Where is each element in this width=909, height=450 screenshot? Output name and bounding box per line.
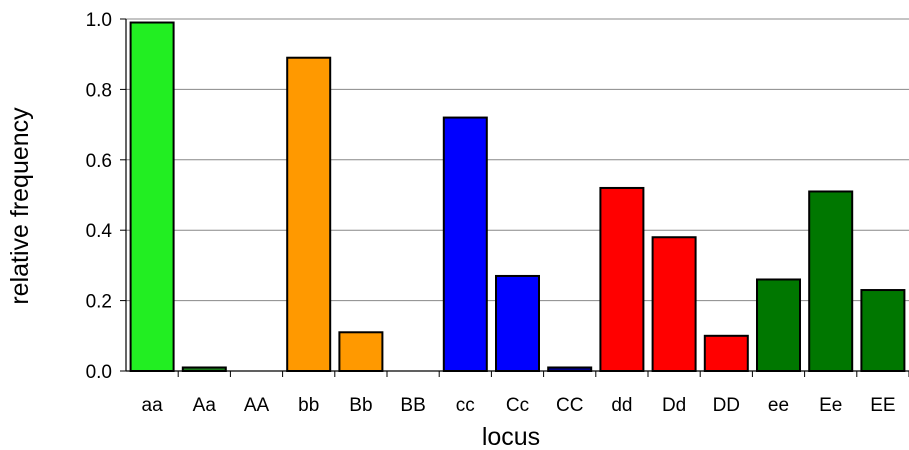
x-tick-label: BB [400,395,425,416]
y-tick-labels: 0.0 0.2 0.4 0.6 0.8 1.0 [86,10,113,383]
gridlines [120,18,909,377]
x-tick-label: dd [611,395,632,416]
bar-Cc [495,274,540,372]
y-tick-label: 1.0 [86,10,112,31]
bar-aa [129,21,175,373]
y-tick-label: 0.4 [86,221,113,242]
x-tick-label: DD [713,395,740,416]
y-axis-title: relative frequency [6,107,34,305]
x-tick-label: Dd [662,395,686,416]
x-tick-label: aa [142,395,164,416]
bar-EE [860,289,906,373]
x-tick-label: Cc [506,395,529,416]
x-tick-label: bb [298,395,319,416]
x-tick-label: EE [870,395,895,416]
y-tick-label: 0.6 [86,151,112,172]
x-axis-title: locus [482,423,540,450]
bar-Bb [338,331,384,372]
y-tick-label: 0.8 [86,80,112,101]
x-tick-labels: aa Aa AA bb Bb BB cc Cc CC dd Dd DD ee Ee EE [142,395,896,416]
bar-Dd [651,236,697,372]
bar-Ee [808,190,854,372]
bar-dd [599,186,645,372]
x-tick-label: Bb [349,395,372,416]
bar-cc [442,116,488,372]
y-tick-label: 0.0 [86,362,112,383]
x-tick-label: CC [556,395,583,416]
bar-bb [286,56,332,372]
bars [129,21,906,373]
bar-ee [756,278,801,373]
x-tick-label: cc [456,395,475,416]
y-tick-label: 0.2 [86,292,112,313]
x-tick-label: Aa [193,395,217,416]
x-tick-label: ee [768,395,789,416]
x-tick-label: Ee [819,395,842,416]
axes [125,19,909,372]
x-tick-label: AA [244,395,270,416]
bar-DD [703,334,749,372]
